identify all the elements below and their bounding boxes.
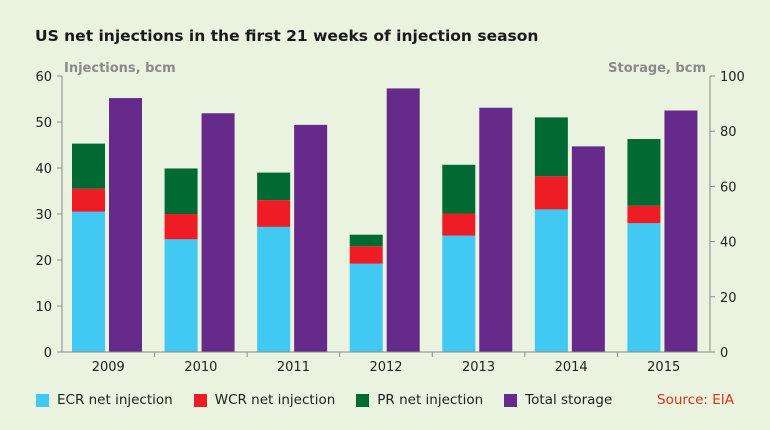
y-left-tick-label-30: 30 [35, 208, 52, 223]
y-right-tick-label-60: 60 [720, 180, 737, 195]
y-left-tick-label-10: 10 [35, 300, 52, 315]
bar-ecr-net-injection-2012 [349, 263, 383, 352]
bar-wcr-net-injection-2009 [72, 188, 105, 212]
bar-ecr-net-injection-2009 [72, 211, 105, 352]
legend-item-wcr: WCR net injection [193, 392, 336, 408]
bar-total-storage-2009 [109, 98, 142, 352]
bar-total-storage-2012 [386, 88, 420, 353]
bar-pr-net-injection-2013 [442, 164, 476, 214]
y-left-tick-label-20: 20 [35, 254, 52, 269]
y-right-tick-label-80: 80 [720, 125, 737, 140]
legend-label-pr: PR net injection [377, 392, 484, 408]
y-left-tick-label-40: 40 [35, 162, 52, 177]
bar-ecr-net-injection-2010 [164, 239, 198, 352]
y-left-tick-label-0: 0 [44, 346, 52, 361]
bar-total-storage-2013 [479, 107, 513, 353]
legend: ECR net injection WCR net injection PR n… [36, 392, 633, 408]
x-tick-label-2009: 2009 [92, 360, 125, 375]
bars-layer [72, 88, 698, 353]
y-left-tick-label-60: 60 [35, 70, 52, 85]
y-right-tick-label-100: 100 [720, 70, 745, 85]
legend-swatch-wcr [193, 393, 207, 407]
bar-pr-net-injection-2010 [164, 168, 198, 214]
bar-wcr-net-injection-2012 [349, 246, 383, 264]
chart-title: US net injections in the first 21 weeks … [35, 27, 539, 45]
bar-ecr-net-injection-2013 [442, 235, 476, 352]
bar-total-storage-2014 [571, 146, 605, 352]
bar-ecr-net-injection-2015 [627, 223, 661, 352]
bar-ecr-net-injection-2014 [534, 209, 568, 352]
bar-wcr-net-injection-2010 [164, 214, 198, 240]
bar-total-storage-2015 [664, 110, 698, 352]
x-tick-label-2011: 2011 [277, 360, 310, 375]
bar-pr-net-injection-2015 [627, 139, 661, 206]
bar-wcr-net-injection-2011 [257, 200, 291, 227]
legend-item-ecr: ECR net injection [36, 392, 173, 408]
bar-total-storage-2010 [201, 113, 235, 352]
x-tick-label-2010: 2010 [184, 360, 217, 375]
y-right-tick-label-0: 0 [720, 346, 728, 361]
legend-swatch-ecr [36, 393, 49, 407]
x-tick-label-2015: 2015 [647, 360, 680, 375]
legend-label-ecr: ECR net injection [57, 392, 173, 408]
bar-wcr-net-injection-2013 [442, 213, 476, 236]
y-axis-right-label: Storage, bcm [608, 61, 706, 76]
x-tick-label-2013: 2013 [462, 360, 495, 375]
y-right-tick-label-20: 20 [720, 291, 737, 306]
legend-item-pr: PR net injection [356, 392, 483, 408]
bar-wcr-net-injection-2015 [627, 205, 661, 224]
bar-pr-net-injection-2011 [257, 172, 291, 201]
axes-layer: 2009 2010 2011 2012 2013 2014 2015 0 10 20 30 40 50 6… [35, 70, 744, 375]
legend-label-storage: Total storage [525, 392, 613, 408]
bar-pr-net-injection-2009 [72, 143, 105, 189]
legend-swatch-pr [356, 393, 370, 407]
bar-ecr-net-injection-2011 [257, 226, 291, 352]
legend-item-storage: Total storage [504, 392, 612, 408]
y-right-tick-label-40: 40 [720, 236, 737, 251]
bar-total-storage-2011 [294, 124, 328, 353]
legend-label-wcr: WCR net injection [214, 392, 336, 408]
y-left-tick-label-50: 50 [35, 116, 52, 131]
bar-pr-net-injection-2012 [349, 234, 383, 247]
y-axis-left-label: Injections, bcm [64, 61, 176, 76]
bar-wcr-net-injection-2014 [534, 176, 568, 210]
bar-pr-net-injection-2014 [534, 117, 568, 177]
x-tick-label-2012: 2012 [369, 360, 402, 375]
source-note: Source: EIA [657, 392, 734, 408]
legend-swatch-storage [504, 393, 518, 407]
x-tick-label-2014: 2014 [555, 360, 588, 375]
